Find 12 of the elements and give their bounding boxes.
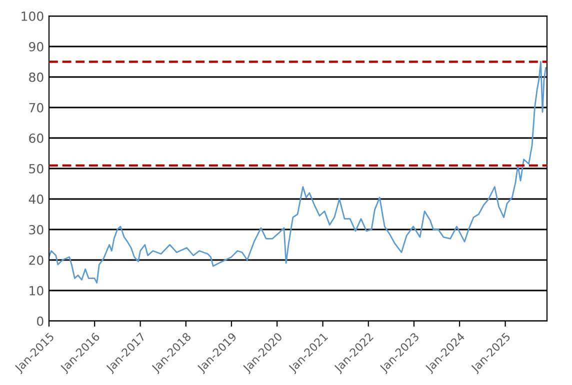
y-tick-label: 100 [22,11,44,21]
y-tick-label: 90 [29,42,44,52]
y-tick-label: 60 [29,133,44,143]
line-series [49,61,546,284]
y-tick-label: 10 [30,286,44,296]
y-tick-label: 0 [37,316,44,326]
y-tick-label: 40 [28,194,44,204]
y-tick-label: 70 [29,102,44,112]
y-tick-label: 30 [29,224,44,234]
y-tick-label: 20 [29,255,44,265]
y-tick-label: 80 [29,72,44,82]
y-tick-label: 50 [29,164,44,174]
